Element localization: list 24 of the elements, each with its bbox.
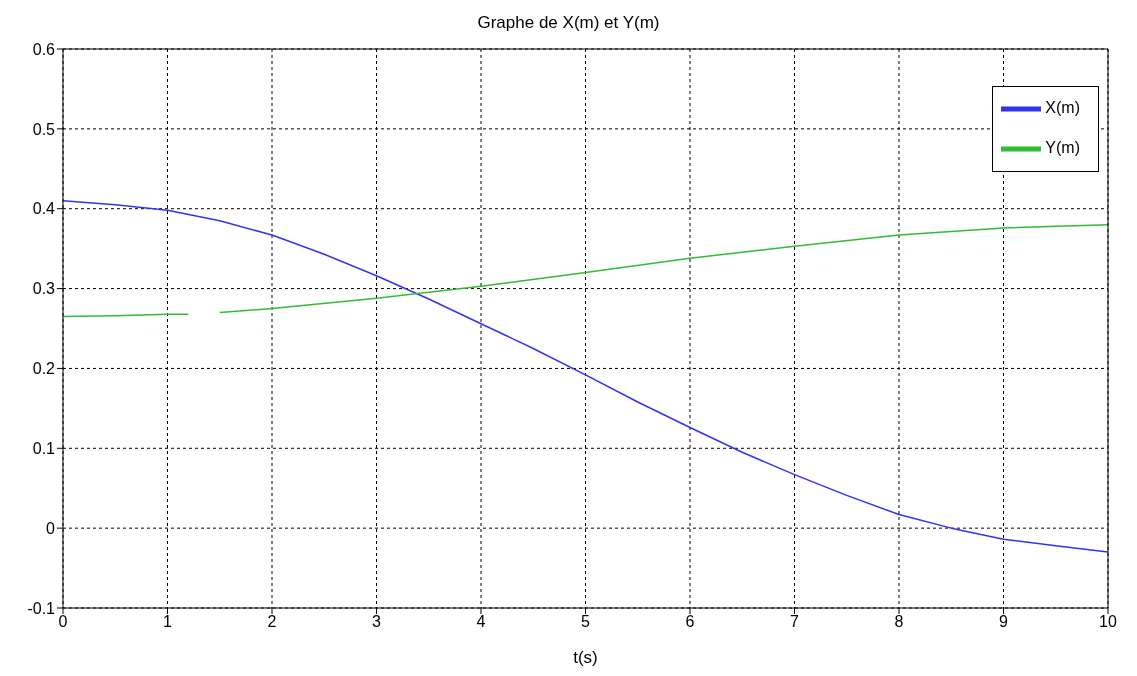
y-tick-label: 0.2 [32, 360, 56, 378]
x-tick-label: 8 [894, 613, 904, 631]
y-tick-label: 0.6 [32, 40, 56, 58]
x-tick-label: 1 [163, 613, 173, 631]
y-tick-label: 0.3 [32, 280, 56, 298]
x-tick-label: 5 [581, 613, 591, 631]
x-tick-label: 4 [476, 613, 486, 631]
x-tick-label: 7 [790, 613, 800, 631]
y-tick-label: 0 [46, 519, 56, 537]
chart-title: Graphe de X(m) et Y(m) [476, 12, 661, 34]
y-tick-label: 0.1 [32, 439, 56, 457]
x-tick-label: 10 [1099, 613, 1117, 631]
y-tick-label: 0.4 [32, 200, 56, 218]
x-tick-label: 3 [372, 613, 382, 631]
line-series [63, 199, 1108, 553]
x-tick-label: 6 [685, 613, 695, 631]
legend-label: Y(m) [1045, 139, 1080, 157]
y-tick-label: 0.5 [32, 120, 56, 138]
x-tick-label: 9 [999, 613, 1009, 631]
y-tick-label: -0.1 [27, 599, 56, 617]
x-tick-label: 2 [267, 613, 277, 631]
x-tick-label: 0 [58, 613, 68, 631]
x-axis-title: t(s) [573, 648, 598, 667]
legend-label: X(m) [1045, 99, 1080, 117]
